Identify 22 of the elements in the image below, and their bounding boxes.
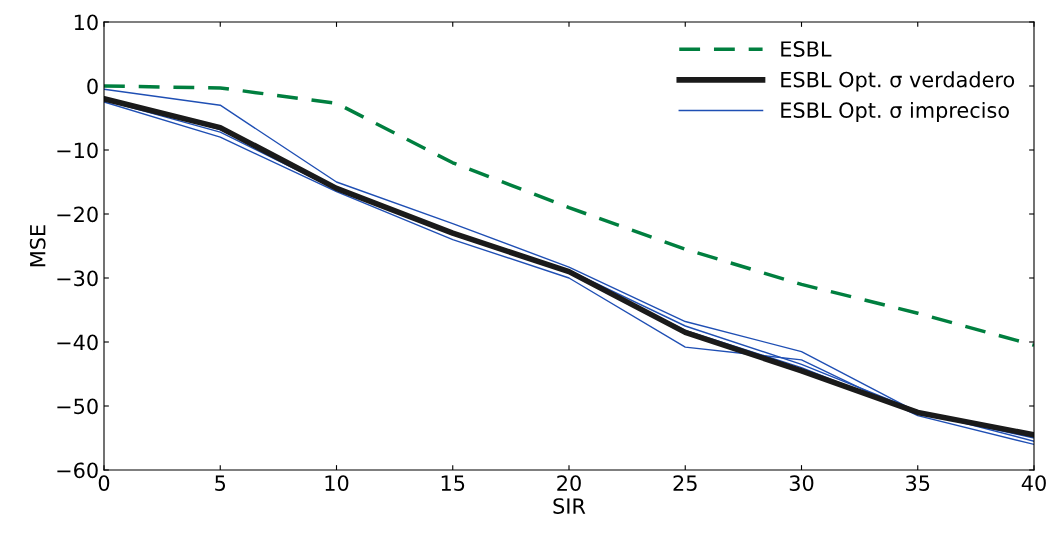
y-tick-label: −10 — [57, 142, 98, 159]
x-tick-label: 10 — [325, 475, 349, 491]
y-axis-title: MSE — [29, 225, 46, 267]
legend-label: ESBL Opt. σ impreciso — [781, 101, 1009, 123]
x-tick-label: 15 — [441, 475, 465, 491]
y-tick-label: 0 — [87, 78, 98, 95]
y-tick-label: −40 — [57, 334, 98, 351]
x-tick-label: 25 — [673, 475, 697, 491]
x-axis-title: SIR — [553, 498, 586, 514]
x-tick-label: 0 — [98, 475, 110, 491]
y-tick-label: −60 — [57, 462, 98, 479]
y-tick-label: −30 — [57, 270, 98, 287]
y-tick-label: −20 — [57, 206, 98, 223]
x-tick-label: 40 — [1021, 475, 1046, 491]
legend-label: ESBL — [781, 41, 832, 57]
legend-label: ESBL Opt. σ verdadero — [781, 71, 1015, 92]
y-tick-label: 10 — [74, 14, 98, 31]
x-tick-label: 5 — [215, 475, 226, 491]
y-tick-label: −50 — [57, 398, 98, 415]
x-tick-label: 30 — [789, 475, 814, 491]
x-tick-label: 35 — [906, 475, 930, 491]
x-tick-label: 20 — [557, 475, 581, 491]
